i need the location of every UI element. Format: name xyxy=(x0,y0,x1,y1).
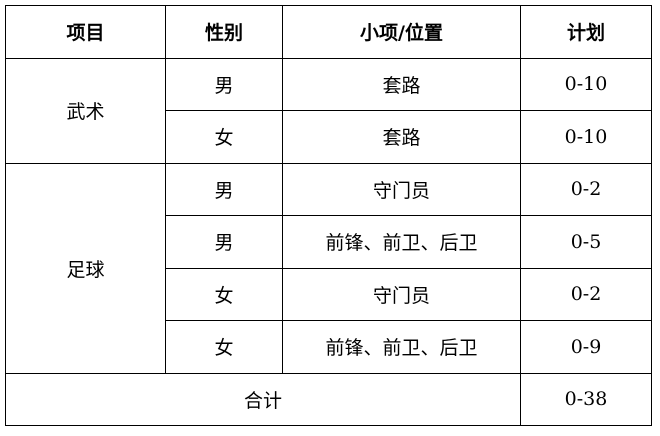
plan-cell: 0-2 xyxy=(520,267,652,321)
total-label: 合计 xyxy=(5,372,521,426)
group-name: 武术 xyxy=(5,57,166,164)
gender-cell: 女 xyxy=(165,110,283,164)
total-row: 合计 0-38 xyxy=(5,372,652,426)
header-project: 项目 xyxy=(5,5,166,59)
gender-cell: 女 xyxy=(165,320,283,374)
gender-cell: 女 xyxy=(165,267,283,321)
item-cell: 套路 xyxy=(282,57,521,111)
gender-cell: 男 xyxy=(165,162,283,216)
table-row: 女 守门员 0-2 xyxy=(6,267,652,321)
table-row: 武术 男 套路 0-10 xyxy=(5,57,652,164)
header-plan: 计划 xyxy=(520,5,652,59)
plan-cell: 0-10 xyxy=(520,110,652,164)
plan-cell: 0-10 xyxy=(520,57,652,111)
item-cell: 守门员 xyxy=(282,162,521,216)
group-name: 足球 xyxy=(5,162,166,374)
gender-cell: 男 xyxy=(165,215,283,269)
gender-cell: 男 xyxy=(165,57,283,111)
item-cell: 套路 xyxy=(282,110,521,164)
table-row: 足球 男 守门员 0-2 xyxy=(5,162,652,374)
item-cell: 守门员 xyxy=(282,267,521,321)
plan-cell: 0-5 xyxy=(520,215,652,269)
header-row: 项目 性别 小项/位置 计划 xyxy=(5,5,652,59)
total-plan: 0-38 xyxy=(520,372,652,426)
plan-cell: 0-9 xyxy=(520,320,652,374)
header-item: 小项/位置 xyxy=(282,5,521,59)
item-cell: 前锋、前卫、后卫 xyxy=(282,215,521,269)
header-gender: 性别 xyxy=(165,5,283,59)
item-cell: 前锋、前卫、后卫 xyxy=(282,320,521,374)
table-row: 女 前锋、前卫、后卫 0-9 xyxy=(6,320,652,374)
plan-table: 项目 性别 小项/位置 计划 武术 男 套路 0-10 女 套路 0-10 足球… xyxy=(5,5,652,426)
table-row: 男 前锋、前卫、后卫 0-5 xyxy=(6,215,652,269)
plan-cell: 0-2 xyxy=(520,162,652,216)
table-row: 女 套路 0-10 xyxy=(6,110,652,164)
